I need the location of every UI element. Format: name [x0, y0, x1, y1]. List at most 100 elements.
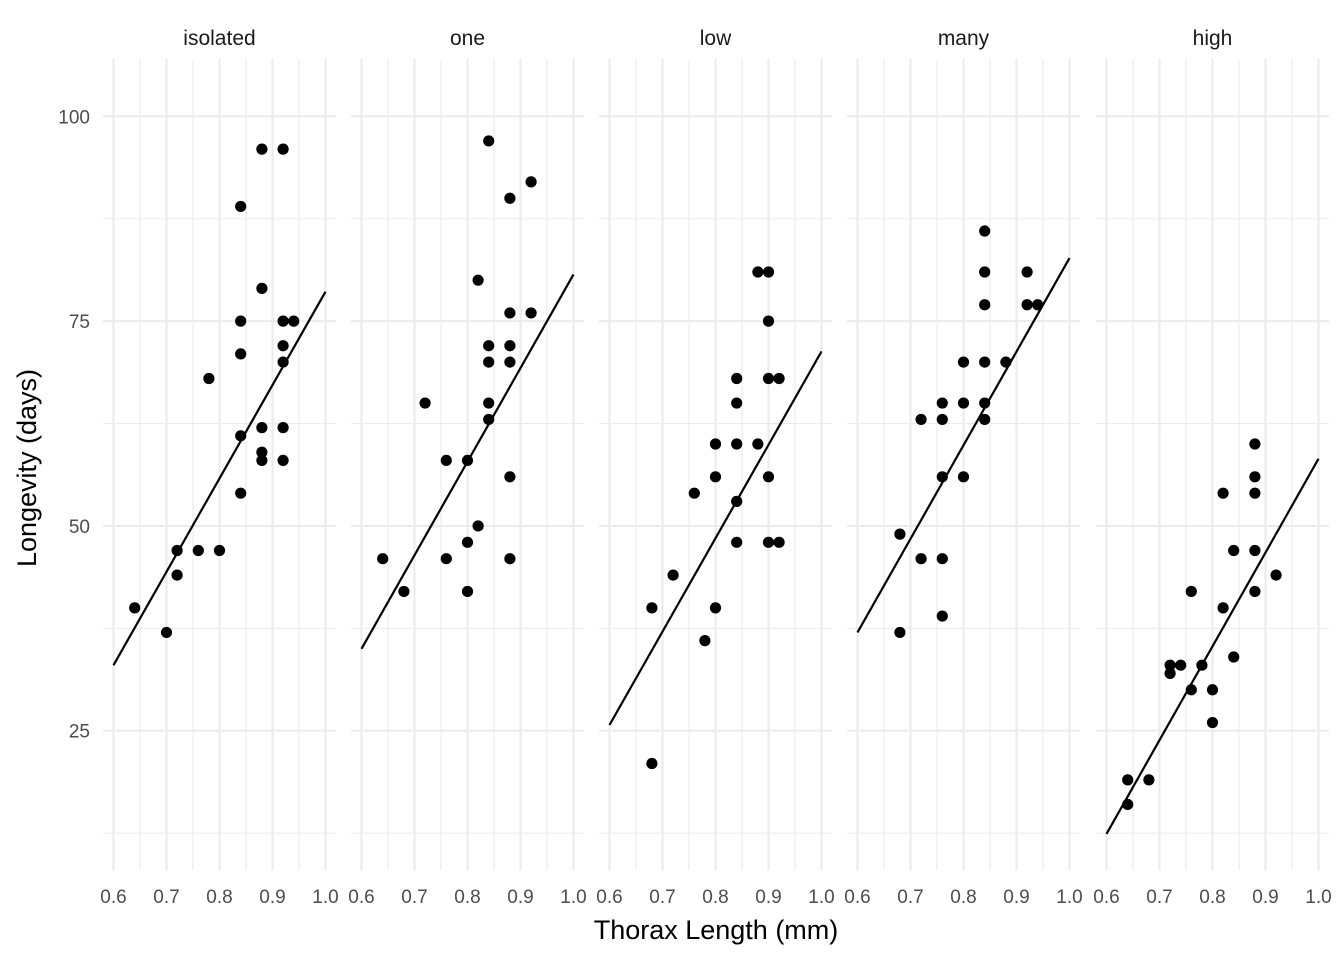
data-point: [1249, 487, 1261, 499]
data-point: [894, 528, 906, 540]
data-point: [1164, 667, 1176, 679]
data-point: [160, 626, 173, 639]
data-point: [1249, 544, 1261, 557]
data-point: [504, 553, 516, 565]
data-point: [525, 176, 537, 188]
x-tick-label: 0.9: [755, 887, 781, 908]
x-tick-label: 0.7: [153, 887, 179, 908]
x-tick-label: 0.6: [1093, 887, 1119, 908]
data-point: [235, 315, 247, 327]
panel-many: many 0.6 0.7 0.8 0.9 1.0: [844, 27, 1082, 908]
data-point: [288, 315, 300, 327]
data-point: [1185, 585, 1197, 598]
panel-high: high 0.6 0.7 0.8 0.9 1.0: [1093, 27, 1331, 908]
regression-line: [608, 350, 823, 726]
data-point: [171, 544, 183, 557]
data-point: [461, 454, 474, 467]
data-point: [171, 569, 183, 581]
data-point: [762, 536, 775, 548]
x-tick-label: 0.9: [259, 887, 285, 908]
data-point: [213, 544, 226, 557]
x-tick-label: 0.9: [1003, 887, 1029, 908]
data-point: [646, 757, 658, 770]
data-point: [1185, 684, 1197, 696]
data-point: [256, 422, 268, 434]
data-point: [1122, 798, 1134, 811]
data-point: [1249, 438, 1261, 450]
data-point: [472, 520, 484, 532]
x-tick-label: 0.8: [1199, 887, 1225, 908]
data-point: [504, 340, 516, 352]
data-point: [1032, 299, 1044, 311]
y-tick-label: 75: [69, 312, 90, 333]
data-point: [277, 422, 289, 434]
data-point: [504, 307, 516, 319]
data-point: [773, 372, 785, 385]
data-point: [129, 602, 141, 614]
x-tick-label: 0.6: [100, 887, 126, 908]
data-point: [483, 356, 495, 368]
data-point: [979, 266, 991, 278]
data-point: [440, 454, 452, 467]
data-point: [235, 430, 247, 442]
data-point: [915, 413, 927, 426]
data-point: [936, 471, 948, 483]
data-point: [525, 307, 537, 319]
data-point: [483, 135, 495, 147]
data-point: [1270, 569, 1282, 581]
data-point: [773, 536, 785, 548]
data-point: [762, 266, 775, 278]
data-point: [377, 553, 389, 565]
x-tick-label: 0.8: [206, 887, 232, 908]
data-point: [461, 585, 474, 598]
data-point: [277, 340, 289, 352]
data-point: [398, 585, 410, 598]
regression-line: [1105, 458, 1320, 835]
data-point: [667, 569, 679, 581]
data-point: [731, 495, 743, 507]
data-point: [936, 553, 948, 565]
data-point: [461, 536, 474, 548]
facet-label: one: [450, 27, 485, 50]
data-point: [1164, 659, 1176, 671]
data-point: [483, 413, 495, 426]
facet-label: high: [1193, 27, 1233, 50]
data-point: [483, 340, 495, 352]
data-point: [1206, 716, 1219, 729]
data-point: [1228, 651, 1240, 663]
facet-label: many: [938, 27, 990, 50]
data-point: [235, 200, 247, 213]
data-point: [731, 397, 743, 409]
x-tick-label: 1.0: [1056, 887, 1082, 908]
data-point: [203, 372, 215, 385]
data-point: [504, 471, 516, 483]
data-point: [483, 397, 495, 409]
data-point: [979, 356, 991, 368]
data-point: [277, 143, 289, 155]
data-point: [277, 315, 289, 327]
data-point: [235, 348, 247, 360]
data-point: [256, 282, 268, 294]
data-point: [1021, 299, 1033, 311]
x-tick-label: 1.0: [312, 887, 338, 908]
y-tick-label: 50: [69, 517, 90, 538]
data-point: [699, 635, 711, 647]
data-point: [709, 471, 722, 483]
data-point: [979, 413, 991, 426]
x-tick-label: 1.0: [1305, 887, 1331, 908]
data-point: [957, 471, 970, 483]
x-tick-label: 0.7: [1146, 887, 1172, 908]
data-point: [762, 315, 775, 327]
data-point: [256, 454, 268, 467]
data-point: [979, 299, 991, 311]
x-tick-label: 0.9: [1252, 887, 1278, 908]
data-point: [1217, 602, 1229, 614]
data-point: [731, 536, 743, 548]
x-tick-label: 0.7: [649, 887, 675, 908]
y-axis-title: Longevity (days): [12, 369, 42, 567]
panel-one: one 0.6 0.7 0.8 0.9 1.0: [348, 27, 586, 908]
x-tick-label: 0.6: [844, 887, 870, 908]
data-point: [936, 413, 948, 426]
data-point: [1021, 266, 1033, 278]
data-point: [915, 553, 927, 565]
